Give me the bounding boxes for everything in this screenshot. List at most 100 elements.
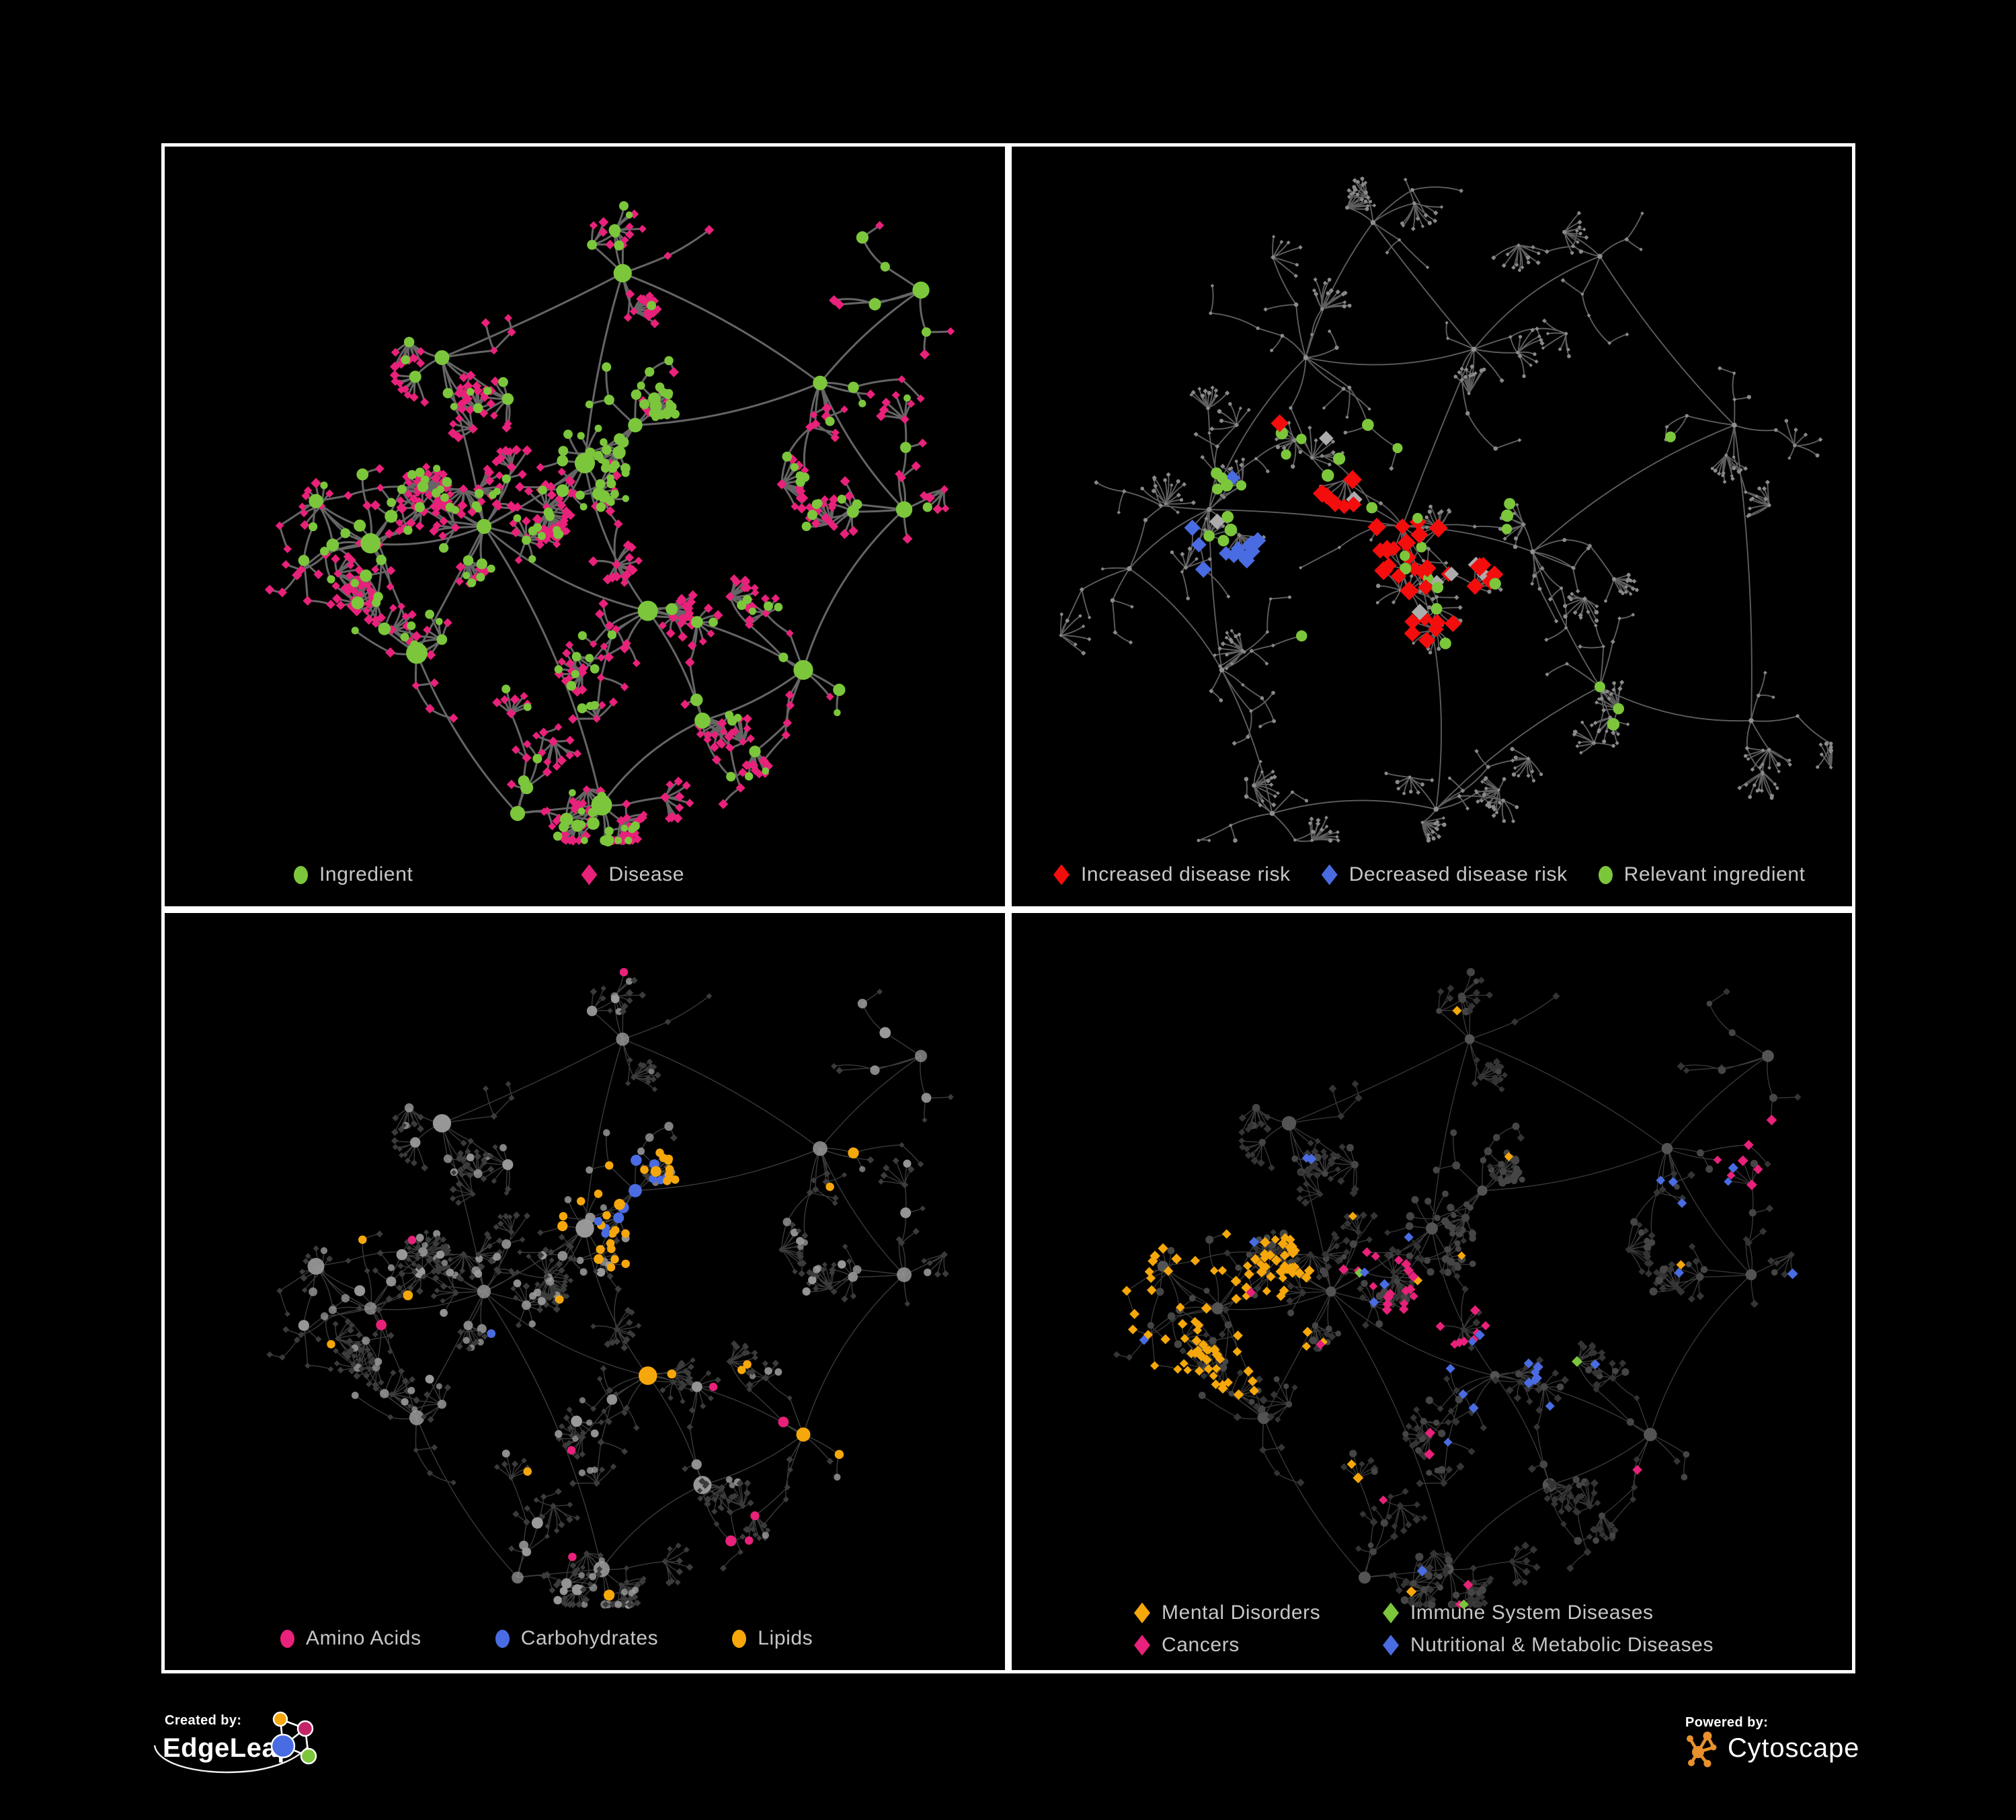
node-diamond xyxy=(1457,793,1462,799)
node-diamond xyxy=(303,486,313,496)
node-diamond xyxy=(366,1351,374,1359)
node-circle xyxy=(897,1267,912,1282)
node-diamond xyxy=(487,1152,494,1160)
node-circle xyxy=(870,1065,880,1075)
node-diamond xyxy=(1592,1386,1600,1393)
node-diamond xyxy=(821,403,832,413)
node-circle xyxy=(838,1260,846,1269)
node-diamond xyxy=(942,1270,949,1277)
node-diamond xyxy=(1146,1273,1156,1283)
node-diamond xyxy=(1689,1242,1696,1251)
node-diamond xyxy=(760,1522,767,1528)
node-circle xyxy=(1349,1450,1357,1458)
node-circle xyxy=(523,703,532,711)
node-diamond xyxy=(622,639,631,648)
node-circle xyxy=(663,1177,672,1185)
node-diamond xyxy=(399,1271,405,1278)
node-diamond xyxy=(1576,210,1582,216)
node-circle xyxy=(436,1383,442,1390)
node-diamond xyxy=(346,580,356,590)
node-circle xyxy=(1621,1368,1629,1376)
node-circle xyxy=(1502,819,1506,823)
node-circle xyxy=(1433,1166,1440,1174)
node-circle xyxy=(1257,1411,1271,1425)
node-diamond xyxy=(390,1370,397,1376)
node-diamond xyxy=(579,1565,586,1571)
node-diamond xyxy=(567,1277,574,1283)
node-circle xyxy=(501,474,511,483)
node-circle xyxy=(733,713,742,722)
network-edges xyxy=(269,972,951,1606)
node-circle xyxy=(1428,504,1433,509)
node-circle xyxy=(1437,647,1441,651)
node-diamond xyxy=(809,410,818,419)
node-circle xyxy=(1498,1160,1505,1168)
node-diamond xyxy=(1277,1443,1285,1452)
node-diamond xyxy=(1653,1279,1660,1287)
node-circle xyxy=(356,468,369,481)
node-diamond xyxy=(1577,740,1582,745)
node-diamond xyxy=(1191,500,1196,506)
node-circle xyxy=(1570,251,1574,255)
node-diamond xyxy=(1471,1079,1479,1087)
node-circle xyxy=(1203,530,1215,542)
node-diamond xyxy=(578,1433,586,1441)
node-diamond xyxy=(523,740,532,748)
node-diamond xyxy=(1496,788,1501,792)
node-circle xyxy=(401,1398,409,1406)
node-diamond xyxy=(501,1460,508,1468)
node-circle xyxy=(351,596,364,610)
node-diamond xyxy=(1253,1402,1261,1410)
node-circle xyxy=(764,1367,772,1375)
node-diamond xyxy=(1611,687,1616,693)
node-diamond xyxy=(1370,1212,1378,1220)
node-diamond xyxy=(1572,1355,1582,1367)
node-diamond xyxy=(397,1146,403,1152)
node-diamond xyxy=(1204,1345,1213,1355)
node-circle xyxy=(1696,1273,1704,1281)
node-diamond xyxy=(1781,1270,1789,1278)
node-diamond xyxy=(411,1261,417,1267)
node-circle xyxy=(1518,268,1521,272)
node-circle xyxy=(613,264,632,283)
node-circle xyxy=(537,532,546,541)
node-diamond xyxy=(264,584,275,595)
node-circle xyxy=(1343,430,1348,435)
node-circle xyxy=(1514,536,1518,541)
node-circle xyxy=(320,1247,328,1255)
node-circle xyxy=(1167,1247,1175,1255)
node-diamond xyxy=(1619,680,1625,685)
node-diamond xyxy=(505,1080,512,1087)
node-circle xyxy=(1532,573,1537,578)
node-circle xyxy=(1512,1122,1520,1130)
node-diamond xyxy=(1260,770,1264,774)
node-diamond xyxy=(344,491,353,500)
node-diamond xyxy=(612,1391,619,1398)
node-diamond xyxy=(713,1521,720,1528)
node-diamond xyxy=(579,1451,586,1458)
node-diamond xyxy=(1484,786,1488,791)
node-diamond xyxy=(1219,493,1224,498)
node-diamond xyxy=(1205,405,1211,411)
node-diamond xyxy=(1537,334,1541,339)
node-circle xyxy=(1224,1321,1232,1329)
node-diamond xyxy=(281,560,290,569)
node-circle xyxy=(615,1008,623,1015)
node-diamond xyxy=(1363,180,1368,185)
node-circle xyxy=(1537,251,1541,255)
node-diamond xyxy=(1150,1361,1160,1370)
node-diamond xyxy=(1359,1294,1367,1302)
node-diamond xyxy=(1634,1394,1640,1402)
node-diamond xyxy=(1486,1578,1493,1585)
node-diamond xyxy=(700,1402,707,1410)
node-diamond xyxy=(620,682,629,692)
edgeleap-swoosh xyxy=(153,1745,309,1774)
node-diamond xyxy=(1319,827,1324,832)
node-diamond xyxy=(552,762,561,771)
node-diamond xyxy=(599,1466,606,1473)
node-circle xyxy=(808,1275,817,1285)
node-circle xyxy=(577,432,585,440)
node-diamond xyxy=(832,1200,838,1206)
node-diamond xyxy=(1390,1269,1397,1276)
node-diamond xyxy=(1787,762,1792,767)
